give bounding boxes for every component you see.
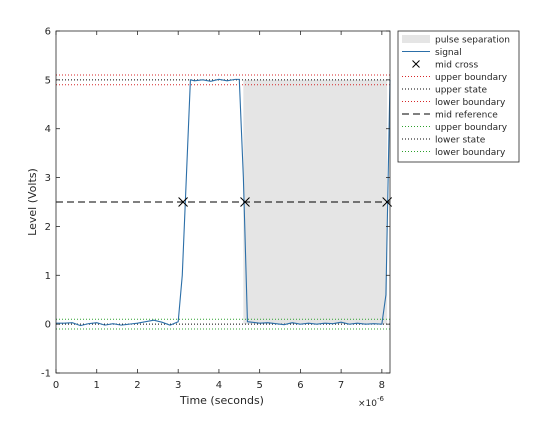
legend-label: lower state xyxy=(435,136,486,146)
x-tick-label: 8 xyxy=(379,380,385,391)
legend-label: mid reference xyxy=(435,111,498,121)
legend-box xyxy=(397,30,520,163)
legend-entry: lower boundary xyxy=(402,148,506,158)
x-exponent-power: -6 xyxy=(377,395,385,403)
axes-box xyxy=(55,30,391,374)
legend-label: upper boundary xyxy=(435,73,508,83)
x-tick-label: 2 xyxy=(134,380,140,391)
y-tick-label: 1 xyxy=(45,271,51,282)
legend-label: lower boundary xyxy=(435,148,506,158)
legend-entry: pulse separation xyxy=(402,35,510,46)
x-tick-label: 0 xyxy=(53,380,59,391)
y-tick-label: 5 xyxy=(45,75,51,86)
signal-line xyxy=(56,78,391,327)
legend-entry: lower state xyxy=(402,136,486,146)
legend-entry: upper boundary xyxy=(402,73,508,83)
x-exponent-label: ×10-6 xyxy=(358,395,385,409)
x-tick-label: 7 xyxy=(338,380,344,391)
y-tick-label: 3 xyxy=(45,173,51,184)
mid-cross-marker xyxy=(240,197,250,207)
legend-label: upper state xyxy=(435,86,487,96)
x-axis-label: Time (seconds) xyxy=(179,394,264,407)
legend-entry: upper boundary xyxy=(402,123,508,133)
legend-entry: lower boundary xyxy=(402,98,506,108)
mid-cross-stroke xyxy=(178,197,188,207)
legend-label: signal xyxy=(435,48,462,58)
legend-swatch-patch xyxy=(402,35,430,43)
legend-label: lower boundary xyxy=(435,98,506,108)
x-tick-label: 6 xyxy=(297,380,303,391)
legend-entry: upper state xyxy=(402,86,487,96)
x-tick-label: 5 xyxy=(256,380,262,391)
mid-cross-stroke xyxy=(240,197,250,207)
legend-entry: signal xyxy=(402,48,462,58)
y-tick-label: 2 xyxy=(45,222,51,233)
y-tick-label: 0 xyxy=(45,320,51,331)
x-tick-label: 4 xyxy=(216,380,222,391)
x-exponent-base: ×10 xyxy=(358,399,377,409)
legend-swatch-marker xyxy=(412,60,420,68)
legend-label: pulse separation xyxy=(435,36,510,46)
x-tick-label: 3 xyxy=(175,380,181,391)
y-tick-label: 4 xyxy=(45,124,51,135)
legend-entry: mid cross xyxy=(412,60,478,71)
legend-label: mid cross xyxy=(435,61,478,71)
mid-cross-marker xyxy=(178,197,188,207)
y-axis-label: Level (Volts) xyxy=(26,168,39,236)
y-tick-label: 6 xyxy=(45,27,51,38)
legend-label: upper boundary xyxy=(435,123,508,133)
x-tick-label: 1 xyxy=(94,380,100,391)
legend-entry: mid reference xyxy=(402,111,498,121)
plot-layer xyxy=(56,74,393,330)
y-tick-label: -1 xyxy=(41,369,51,380)
legend: pulse separation signal mid cross upper bou… xyxy=(397,30,520,163)
